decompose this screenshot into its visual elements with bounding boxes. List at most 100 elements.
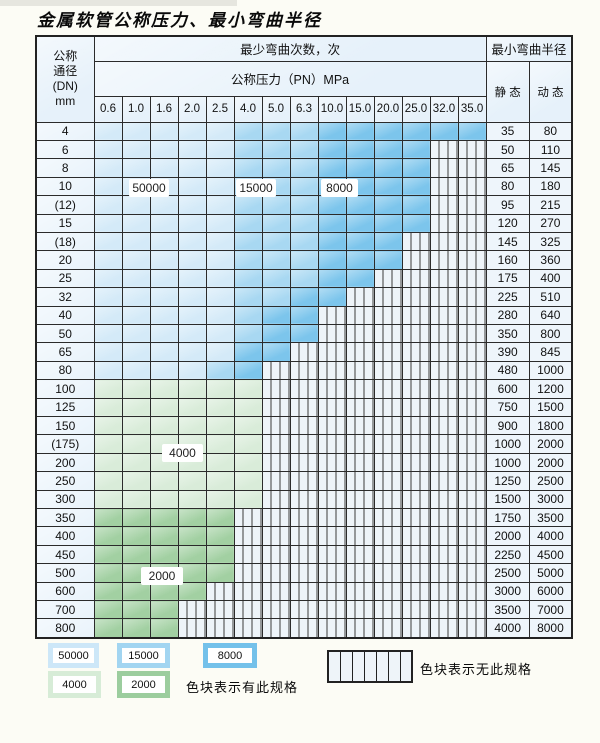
spec-available-cell [93,489,123,510]
spec-unavailable-cell [429,250,459,270]
spec-available-cell [177,471,207,491]
spec-unavailable-cell [317,563,347,583]
spec-unavailable-cell [457,195,487,215]
spec-available-cell [205,287,235,307]
spec-unavailable-cell [233,600,263,620]
spec-available-cell [373,176,403,197]
spec-available-cell [93,600,123,620]
spec-available-cell [121,434,151,454]
spec-available-cell [401,213,431,233]
spec-available-cell [149,195,179,215]
table-row: 65 390 845 [35,342,573,362]
static-radius-cell: 65 [485,158,530,178]
spec-available-cell [401,176,431,197]
spec-unavailable-cell [373,305,403,325]
spec-available-cell [177,526,207,546]
spec-unavailable-cell [373,508,403,528]
spec-available-cell [121,415,151,436]
spec-available-cell [93,121,123,141]
spec-available-cell [177,563,207,583]
spec-available-cell [149,268,179,289]
spec-available-cell [93,581,123,602]
spec-unavailable-cell [401,489,431,510]
bend-count-label-50000: 50000 [129,179,169,197]
spec-unavailable-cell [457,434,487,454]
spec-available-cell [289,287,319,307]
spec-unavailable-cell [345,452,375,473]
spec-available-cell [205,471,235,491]
dynamic-radius-cell: 5000 [528,563,573,583]
spec-available-cell [177,158,207,178]
spec-available-cell [317,213,347,233]
spec-available-cell [177,415,207,436]
spec-unavailable-cell [401,618,431,639]
static-radius-cell: 3000 [485,581,530,602]
spec-available-cell [233,397,263,418]
spec-available-cell [233,213,263,233]
static-radius-cell: 4000 [485,618,530,639]
spec-unavailable-cell [289,471,319,491]
table-row: 150 900 1800 [35,415,573,436]
spec-available-cell [93,287,123,307]
spec-unavailable-cell [317,305,347,325]
spec-unavailable-cell [289,600,319,620]
spec-available-cell [289,305,319,325]
spec-unavailable-cell [205,600,235,620]
spec-unavailable-cell [345,508,375,528]
spec-unavailable-cell [233,581,263,602]
spec-available-cell [317,158,347,178]
spec-available-cell [205,397,235,418]
spec-available-cell [205,231,235,252]
spec-available-cell [121,581,151,602]
spec-available-cell [93,158,123,178]
spec-available-cell [205,213,235,233]
dn-cell: 25 [35,268,95,289]
spec-unavailable-cell [345,415,375,436]
spec-available-cell [205,121,235,141]
spec-available-cell [317,231,347,252]
spec-unavailable-cell [289,544,319,565]
spec-available-cell [93,360,123,381]
spec-available-cell [317,250,347,270]
spec-unavailable-cell [317,526,347,546]
spec-available-cell [261,342,291,362]
table-row: 500 2500 5000 [35,563,573,583]
spec-available-cell [289,139,319,160]
spec-unavailable-cell [429,195,459,215]
spec-unavailable-cell [373,342,403,362]
static-column-header: 静 态 [485,60,530,123]
spec-unavailable-cell [429,379,459,399]
spec-unavailable-cell [289,526,319,546]
static-radius-cell: 175 [485,268,530,289]
spec-available-cell [261,158,291,178]
spec-available-cell [93,195,123,215]
spec-unavailable-cell [401,508,431,528]
legend-swatch-50000: 50000 [48,643,99,668]
spec-available-cell [261,305,291,325]
dn-cell: 6 [35,139,95,160]
spec-unavailable-cell [205,618,235,639]
spec-unavailable-cell [261,379,291,399]
spec-available-cell [177,305,207,325]
spec-unavailable-cell [317,434,347,454]
spec-unavailable-cell [429,268,459,289]
pressure-value-header: 35.0 [457,95,487,123]
dynamic-radius-cell: 510 [528,287,573,307]
spec-unavailable-cell [317,323,347,344]
spec-available-cell [261,287,291,307]
spec-available-cell [261,121,291,141]
dynamic-radius-cell: 4000 [528,526,573,546]
dynamic-radius-cell: 80 [528,121,573,141]
spec-unavailable-cell [457,379,487,399]
spec-available-cell [289,195,319,215]
spec-available-cell [149,139,179,160]
spec-unavailable-cell [289,434,319,454]
spec-unavailable-cell [345,526,375,546]
spec-unavailable-cell [345,342,375,362]
spec-unavailable-cell [429,618,459,639]
spec-available-cell [205,195,235,215]
spec-available-cell [121,231,151,252]
pressure-value-header: 25.0 [401,95,431,123]
spec-available-cell [345,250,375,270]
